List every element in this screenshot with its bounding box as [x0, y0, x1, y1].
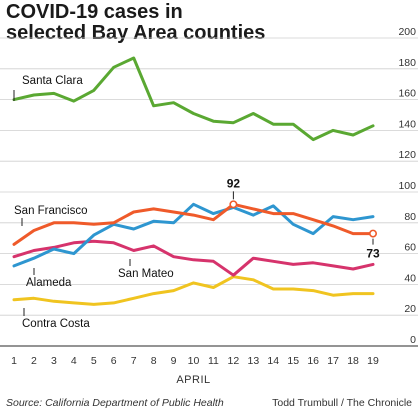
series-line-contra-costa — [12, 275, 375, 306]
x-tick-label-18: 18 — [347, 355, 359, 367]
y-tick-label-60: 60 — [404, 242, 416, 254]
x-tick-label-6: 6 — [111, 355, 117, 367]
x-tick-label-8: 8 — [151, 355, 157, 367]
source-note: Source: California Department of Public … — [6, 397, 224, 409]
x-tick-label-9: 9 — [171, 355, 177, 367]
x-tick-label-13: 13 — [247, 355, 259, 367]
y-tick-label-180: 180 — [398, 57, 416, 69]
series-label-alameda: Alameda — [26, 277, 72, 289]
chart-title-line-1: COVID-19 cases in — [6, 1, 183, 23]
y-tick-label-0: 0 — [410, 334, 416, 346]
x-tick-label-11: 11 — [208, 355, 219, 367]
annotation-label-73: 73 — [366, 247, 380, 261]
x-axis-label: APRIL — [176, 374, 210, 386]
y-tick-label-140: 140 — [398, 118, 416, 130]
x-tick-label-14: 14 — [267, 355, 279, 367]
x-tick-label-4: 4 — [71, 355, 77, 367]
x-tick-label-15: 15 — [287, 355, 299, 367]
series-line-santa-clara — [12, 56, 375, 142]
y-tick-label-120: 120 — [398, 149, 416, 161]
series-label-san-francisco: San Francisco — [14, 205, 88, 217]
annotation-marker-73 — [368, 229, 377, 238]
series-line-san-francisco — [12, 202, 375, 246]
series-line-san-mateo — [12, 239, 375, 277]
y-tick-label-100: 100 — [398, 180, 416, 192]
x-tick-label-19: 19 — [367, 355, 379, 367]
credit-note: Todd Trumbull / The Chronicle — [272, 397, 412, 409]
x-tick-label-3: 3 — [51, 355, 57, 367]
annotation-marker-92 — [229, 200, 238, 209]
series-label-san-mateo: San Mateo — [118, 268, 174, 280]
series-label-santa-clara: Santa Clara — [22, 75, 83, 87]
x-tick-label-12: 12 — [228, 355, 240, 367]
y-tick-label-200: 200 — [398, 26, 416, 38]
x-tick-label-10: 10 — [188, 355, 200, 367]
annotation-label-92: 92 — [227, 176, 241, 190]
x-tick-label-5: 5 — [91, 355, 97, 367]
series-label-contra-costa: Contra Costa — [22, 318, 90, 330]
series-line-alameda — [12, 202, 375, 268]
y-tick-label-80: 80 — [404, 211, 416, 223]
x-tick-label-1: 1 — [11, 355, 17, 367]
x-tick-label-2: 2 — [31, 355, 37, 367]
y-tick-label-160: 160 — [398, 88, 416, 100]
x-tick-label-7: 7 — [131, 355, 137, 367]
y-tick-label-40: 40 — [404, 272, 416, 284]
y-tick-label-20: 20 — [404, 303, 416, 315]
x-tick-label-16: 16 — [307, 355, 319, 367]
x-tick-label-17: 17 — [327, 355, 339, 367]
